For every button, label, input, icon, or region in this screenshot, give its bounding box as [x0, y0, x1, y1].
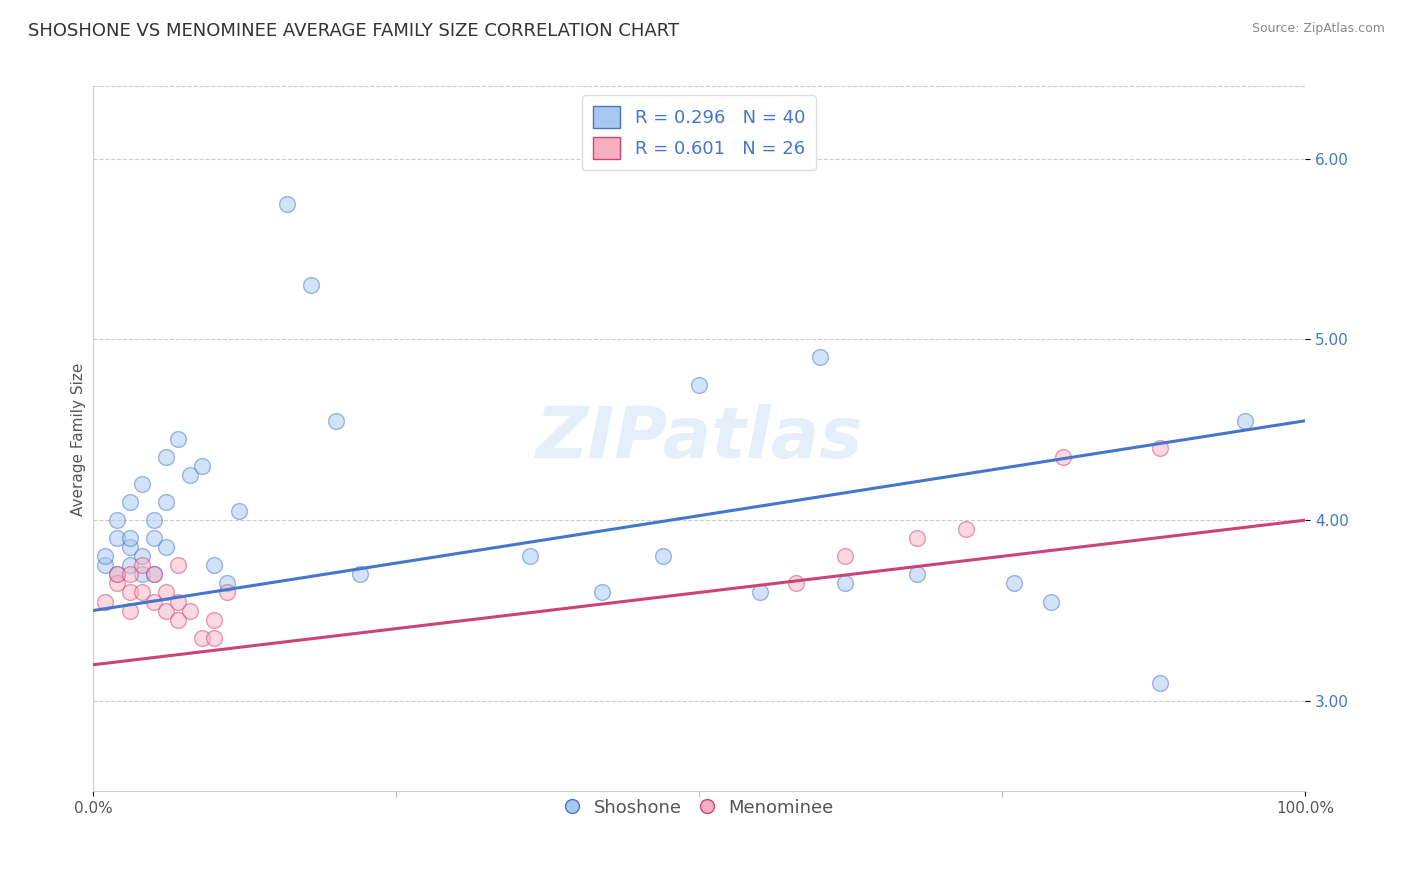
Point — [1002, 576, 1025, 591]
Point — [94, 549, 117, 564]
Point — [155, 585, 177, 599]
Point — [1149, 441, 1171, 455]
Point — [191, 458, 214, 473]
Point — [905, 531, 928, 545]
Point — [1039, 594, 1062, 608]
Point — [1149, 676, 1171, 690]
Point — [834, 549, 856, 564]
Text: SHOSHONE VS MENOMINEE AVERAGE FAMILY SIZE CORRELATION CHART: SHOSHONE VS MENOMINEE AVERAGE FAMILY SIZ… — [28, 22, 679, 40]
Point — [118, 603, 141, 617]
Point — [131, 567, 153, 582]
Point — [1052, 450, 1074, 464]
Point — [179, 603, 201, 617]
Point — [118, 495, 141, 509]
Point — [155, 450, 177, 464]
Point — [748, 585, 770, 599]
Point — [519, 549, 541, 564]
Point — [167, 613, 190, 627]
Point — [118, 585, 141, 599]
Text: Source: ZipAtlas.com: Source: ZipAtlas.com — [1251, 22, 1385, 36]
Point — [107, 567, 129, 582]
Point — [276, 197, 298, 211]
Point — [785, 576, 807, 591]
Point — [167, 594, 190, 608]
Point — [142, 567, 165, 582]
Point — [1233, 414, 1256, 428]
Point — [131, 477, 153, 491]
Point — [118, 531, 141, 545]
Point — [142, 531, 165, 545]
Point — [131, 585, 153, 599]
Point — [131, 549, 153, 564]
Point — [131, 558, 153, 573]
Point — [94, 594, 117, 608]
Point — [107, 576, 129, 591]
Point — [202, 558, 225, 573]
Point — [810, 351, 832, 365]
Text: ZIPatlas: ZIPatlas — [536, 404, 863, 474]
Point — [118, 541, 141, 555]
Point — [349, 567, 371, 582]
Point — [107, 513, 129, 527]
Point — [215, 576, 238, 591]
Point — [142, 513, 165, 527]
Point — [142, 567, 165, 582]
Point — [215, 585, 238, 599]
Point — [167, 558, 190, 573]
Point — [107, 567, 129, 582]
Point — [905, 567, 928, 582]
Point — [167, 432, 190, 446]
Point — [955, 522, 977, 536]
Point — [591, 585, 613, 599]
Point — [118, 567, 141, 582]
Point — [651, 549, 673, 564]
Point — [118, 558, 141, 573]
Point — [688, 377, 710, 392]
Point — [107, 531, 129, 545]
Point — [155, 541, 177, 555]
Point — [155, 495, 177, 509]
Point — [202, 631, 225, 645]
Point — [142, 594, 165, 608]
Point — [834, 576, 856, 591]
Point — [228, 504, 250, 518]
Point — [179, 467, 201, 482]
Point — [325, 414, 347, 428]
Y-axis label: Average Family Size: Average Family Size — [72, 362, 86, 516]
Point — [202, 613, 225, 627]
Point — [299, 278, 322, 293]
Point — [155, 603, 177, 617]
Legend: Shoshone, Menominee: Shoshone, Menominee — [557, 792, 841, 824]
Point — [94, 558, 117, 573]
Point — [191, 631, 214, 645]
